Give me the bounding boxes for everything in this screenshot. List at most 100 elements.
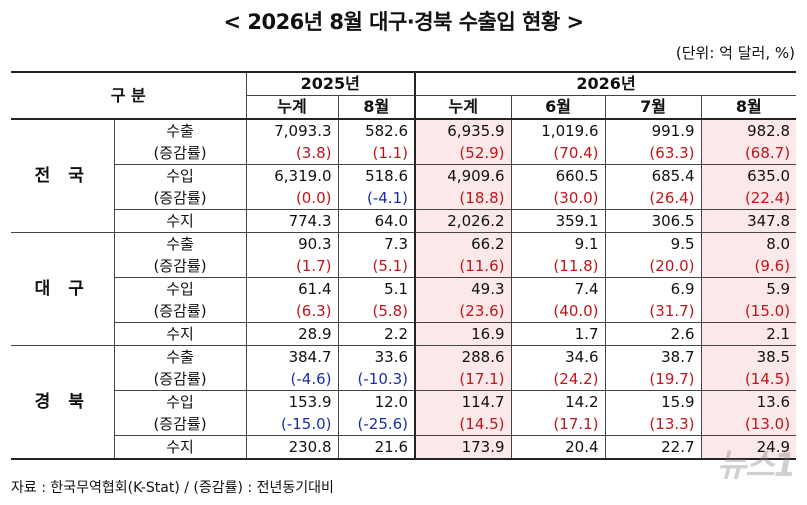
value-cell: 582.6 — [337, 118, 416, 142]
value-cell: (52.9) — [414, 142, 512, 165]
value-cell: 114.7 — [414, 390, 512, 413]
table-title: < 2026년 8월 대구·경북 수출입 현황 > — [223, 10, 584, 34]
value-cell: (23.6) — [414, 300, 512, 323]
value-cell: (13.3) — [604, 413, 702, 436]
row-label: 수지 — [113, 322, 247, 346]
value-cell: 22.7 — [604, 435, 702, 460]
value-cell: 288.6 — [414, 345, 512, 368]
header-col: 8월 — [337, 95, 416, 119]
value-cell: (14.5) — [414, 413, 512, 436]
value-cell: (-10.3) — [337, 368, 416, 391]
value-cell: 38.7 — [604, 345, 702, 368]
value-cell: 4,909.6 — [414, 164, 512, 187]
table-row: (증감률) (6.3) (5.8) (23.6) (40.0) (31.7) (15.0) — [11, 300, 797, 323]
value-cell: 9.1 — [510, 232, 606, 255]
value-cell: (20.0) — [604, 255, 702, 278]
table-row: (증감률) (3.8) (1.1) (52.9) (70.4) (63.3) (68.7) — [11, 142, 797, 165]
table-row: 수입 61.4 5.1 49.3 7.4 6.9 5.9 — [11, 277, 797, 300]
value-cell: (14.5) — [700, 368, 797, 391]
value-cell: 230.8 — [245, 435, 339, 460]
value-cell: 347.8 — [700, 209, 797, 233]
value-cell: (68.7) — [700, 142, 797, 165]
value-cell: 7,093.3 — [245, 118, 339, 142]
value-cell: 5.1 — [337, 277, 416, 300]
value-cell: 49.3 — [414, 277, 512, 300]
value-cell: 90.3 — [245, 232, 339, 255]
header-col: 7월 — [604, 95, 702, 119]
row-label: 수지 — [113, 209, 247, 233]
value-cell: (1.1) — [337, 142, 416, 165]
table-row: 대 구 수출 90.3 7.3 66.2 9.1 9.5 8.0 — [11, 232, 797, 346]
table-row: (증감률) (0.0) (-4.1) (18.8) (30.0) (26.4) (22.4) — [11, 187, 797, 210]
value-cell: 33.6 — [337, 345, 416, 368]
value-cell: 15.9 — [604, 390, 702, 413]
table-row: 수지 230.8 21.6 173.9 20.4 22.7 24.9 — [11, 435, 797, 460]
value-cell: 685.4 — [604, 164, 702, 187]
value-cell: (40.0) — [510, 300, 606, 323]
value-cell: (1.7) — [245, 255, 339, 278]
value-cell: (31.7) — [604, 300, 702, 323]
row-label: (증감률) — [113, 142, 247, 165]
header-year-2026: 2026년 — [414, 71, 797, 96]
value-cell: 7.3 — [337, 232, 416, 255]
table-row: 수입 6,319.0 518.6 4,909.6 660.5 685.4 635.0 — [11, 164, 797, 187]
value-cell: 34.6 — [510, 345, 606, 368]
value-cell: 173.9 — [414, 435, 512, 460]
header-category: 구 분 — [11, 71, 247, 119]
header-col: 누계 — [245, 95, 339, 119]
row-label: (증감률) — [113, 300, 247, 323]
value-cell: (-4.1) — [337, 187, 416, 210]
table-row: (증감률) (-15.0) (-25.6) (14.5) (17.1) (13.3) (13… — [11, 413, 797, 436]
value-cell: (24.2) — [510, 368, 606, 391]
value-cell: 2.1 — [700, 322, 797, 346]
value-cell: (3.8) — [245, 142, 339, 165]
value-cell: 6,935.9 — [414, 118, 512, 142]
value-cell: 359.1 — [510, 209, 606, 233]
row-label: (증감률) — [113, 187, 247, 210]
value-cell: (11.8) — [510, 255, 606, 278]
value-cell: 6,319.0 — [245, 164, 339, 187]
value-cell: 12.0 — [337, 390, 416, 413]
row-label: 수입 — [113, 164, 247, 187]
value-cell: 14.2 — [510, 390, 606, 413]
value-cell: 2,026.2 — [414, 209, 512, 233]
value-cell: 5.9 — [700, 277, 797, 300]
value-cell: (15.0) — [700, 300, 797, 323]
table-row: (증감률) (-4.6) (-10.3) (17.1) (24.2) (19.7) (14.… — [11, 368, 797, 391]
value-cell: 8.0 — [700, 232, 797, 255]
row-label: 수입 — [113, 390, 247, 413]
value-cell: 660.5 — [510, 164, 606, 187]
value-cell: 1,019.6 — [510, 118, 606, 142]
value-cell: 28.9 — [245, 322, 339, 346]
value-cell: 384.7 — [245, 345, 339, 368]
header-col: 8월 — [700, 95, 797, 119]
unit-note: (단위: 억 달러, %) — [675, 44, 795, 62]
value-cell: 16.9 — [414, 322, 512, 346]
row-label: 수출 — [113, 118, 247, 142]
value-cell: 9.5 — [604, 232, 702, 255]
value-cell: (-25.6) — [337, 413, 416, 436]
value-cell: (63.3) — [604, 142, 702, 165]
header-col: 6월 — [510, 95, 606, 119]
value-cell: (5.1) — [337, 255, 416, 278]
value-cell: (19.7) — [604, 368, 702, 391]
value-cell: 7.4 — [510, 277, 606, 300]
trade-stats-table: 구 분 2025년 2026년 누계 8월 누계 6월 7월 8월 전 국 수출 7… — [11, 71, 797, 460]
table-row: 수지 774.3 64.0 2,026.2 359.1 306.5 347.8 — [11, 209, 797, 233]
value-cell: 2.6 — [604, 322, 702, 346]
header-col: 누계 — [414, 95, 512, 119]
row-label: 수출 — [113, 232, 247, 255]
source-note: 자료 : 한국무역협회(K-Stat) / (증감률) : 전년동기대비 — [11, 480, 334, 496]
value-cell: (0.0) — [245, 187, 339, 210]
value-cell: 21.6 — [337, 435, 416, 460]
table-row: 수입 153.9 12.0 114.7 14.2 15.9 13.6 — [11, 390, 797, 413]
region-name: 대 구 — [11, 232, 114, 346]
row-label: 수출 — [113, 345, 247, 368]
value-cell: 6.9 — [604, 277, 702, 300]
value-cell: 774.3 — [245, 209, 339, 233]
row-label: (증감률) — [113, 413, 247, 436]
value-cell: 66.2 — [414, 232, 512, 255]
table-row: (증감률) (1.7) (5.1) (11.6) (11.8) (20.0) (9.6) — [11, 255, 797, 278]
value-cell: (13.0) — [700, 413, 797, 436]
value-cell: 38.5 — [700, 345, 797, 368]
